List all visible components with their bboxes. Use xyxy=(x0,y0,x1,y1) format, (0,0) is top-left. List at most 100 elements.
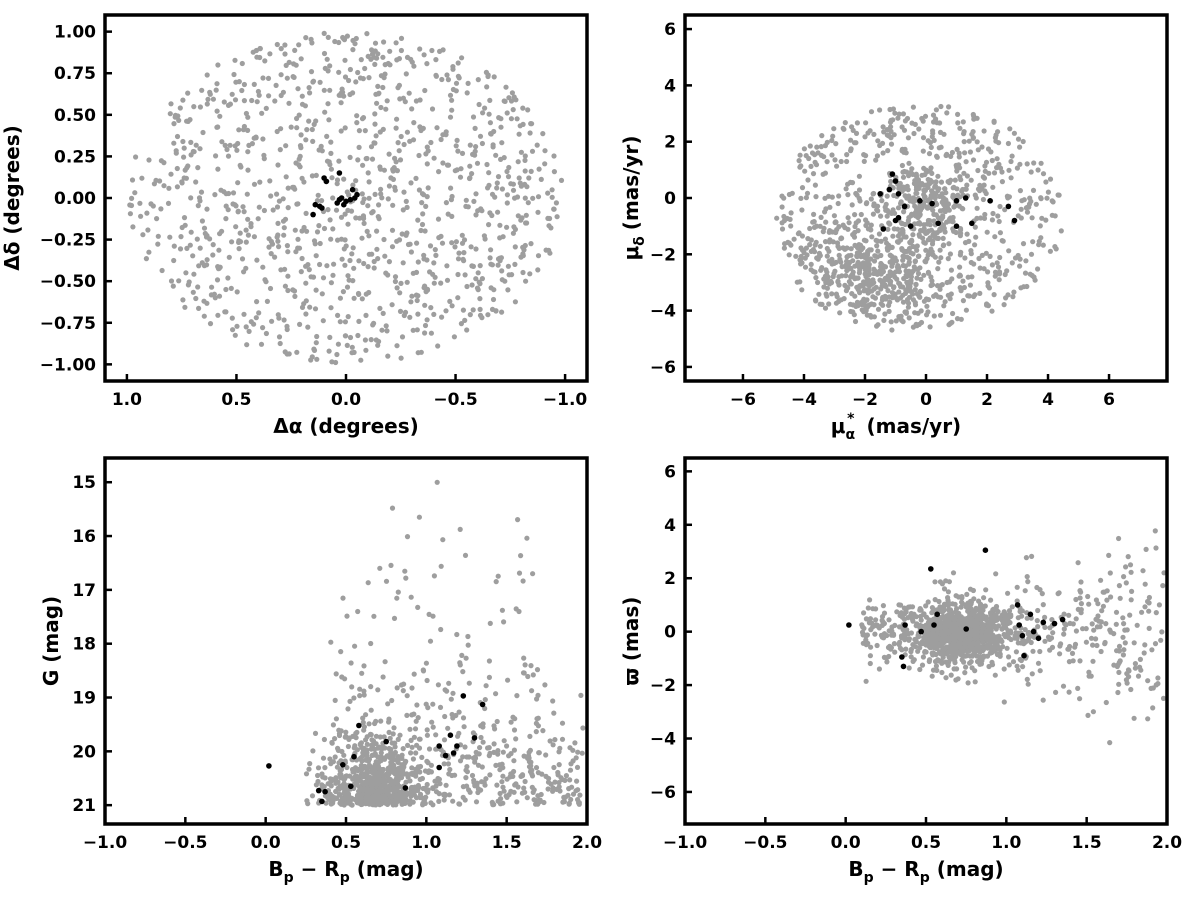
field-star-point xyxy=(1006,662,1012,668)
field-star-point xyxy=(504,224,510,230)
field-star-point xyxy=(335,312,341,318)
field-star-point xyxy=(307,304,313,310)
field-star-point xyxy=(516,131,522,137)
field-star-point xyxy=(1007,126,1013,132)
field-star-point xyxy=(275,238,281,244)
field-star-point xyxy=(890,233,896,239)
field-star-point xyxy=(903,309,909,315)
field-star-point xyxy=(1043,179,1049,185)
field-star-point xyxy=(1077,595,1083,601)
field-star-point xyxy=(999,638,1005,645)
field-star-point xyxy=(181,154,187,160)
field-star-point xyxy=(862,287,869,293)
field-star-point xyxy=(491,128,497,135)
field-star-point xyxy=(267,178,273,184)
field-star-point xyxy=(505,263,511,269)
field-star-point xyxy=(398,47,404,54)
field-star-point xyxy=(550,742,556,748)
field-star-point xyxy=(788,223,794,229)
field-star-point xyxy=(380,767,386,773)
field-star-point xyxy=(921,192,927,198)
field-star-point xyxy=(465,633,471,640)
field-star-point xyxy=(485,73,491,80)
field-star-point xyxy=(833,141,839,147)
field-star-point xyxy=(995,264,1002,270)
field-star-point xyxy=(327,334,333,340)
field-star-point xyxy=(535,715,541,721)
field-star-point xyxy=(308,274,314,280)
field-star-point xyxy=(960,298,967,304)
field-star-point xyxy=(937,286,943,292)
field-star-point xyxy=(307,90,313,96)
field-star-point xyxy=(962,618,969,625)
field-star-point xyxy=(491,801,497,808)
field-star-point xyxy=(498,796,504,802)
field-star-point xyxy=(486,658,492,664)
field-star-point xyxy=(809,150,816,156)
field-star-point xyxy=(1120,634,1126,640)
field-star-point xyxy=(467,142,473,148)
field-star-point xyxy=(906,636,913,642)
field-star-point xyxy=(422,768,429,774)
field-star-point xyxy=(298,269,304,275)
field-star-point xyxy=(567,745,573,751)
field-star-point xyxy=(365,53,371,60)
field-star-point xyxy=(829,291,835,297)
field-star-point xyxy=(353,730,359,737)
field-star-point xyxy=(215,62,221,68)
field-star-point xyxy=(190,253,196,259)
field-star-point xyxy=(821,154,827,160)
field-star-point xyxy=(966,138,972,144)
field-star-point xyxy=(779,204,785,210)
field-star-point xyxy=(244,191,250,197)
field-star-point xyxy=(215,266,222,272)
field-star-point xyxy=(449,97,455,103)
field-star-point xyxy=(159,267,165,274)
field-star-point xyxy=(786,252,792,258)
field-star-point xyxy=(343,729,349,735)
field-star-point xyxy=(1058,228,1064,234)
field-star-point xyxy=(957,273,964,279)
field-star-point xyxy=(486,674,492,681)
field-star-point xyxy=(543,752,549,758)
field-star-point xyxy=(193,179,199,185)
field-star-point xyxy=(994,644,1000,650)
field-star-point xyxy=(915,310,921,316)
field-star-point xyxy=(459,232,465,238)
field-star-point xyxy=(868,627,874,633)
field-star-point xyxy=(362,763,368,769)
field-star-point xyxy=(839,264,845,270)
y-tick-label: 19 xyxy=(72,689,96,709)
field-star-point xyxy=(383,106,389,112)
field-star-point xyxy=(555,772,561,778)
field-star-point xyxy=(1146,594,1152,601)
field-star-point xyxy=(350,245,356,251)
field-star-point xyxy=(1014,663,1020,669)
field-star-point xyxy=(365,580,371,586)
field-star-point xyxy=(1025,681,1031,687)
field-star-point xyxy=(430,724,436,730)
field-star-point xyxy=(566,801,572,807)
field-star-point xyxy=(453,239,459,245)
field-star-point xyxy=(906,193,912,199)
field-star-point xyxy=(823,267,829,273)
field-star-point xyxy=(366,195,372,201)
field-star-point xyxy=(925,184,931,190)
field-star-point xyxy=(554,214,560,220)
field-star-point xyxy=(836,282,842,288)
field-star-point xyxy=(311,121,317,127)
field-star-point xyxy=(826,239,833,245)
field-star-point xyxy=(445,211,451,217)
field-star-point xyxy=(416,152,422,159)
field-star-point xyxy=(274,41,280,48)
field-star-point xyxy=(392,798,398,804)
field-star-point xyxy=(559,776,565,783)
y-tick-label: 4 xyxy=(664,76,676,96)
field-star-point xyxy=(528,663,534,669)
field-star-point xyxy=(245,167,251,173)
field-star-point xyxy=(964,591,970,598)
field-star-point xyxy=(1030,187,1037,193)
field-star-point xyxy=(901,209,907,215)
field-star-point xyxy=(393,780,399,786)
